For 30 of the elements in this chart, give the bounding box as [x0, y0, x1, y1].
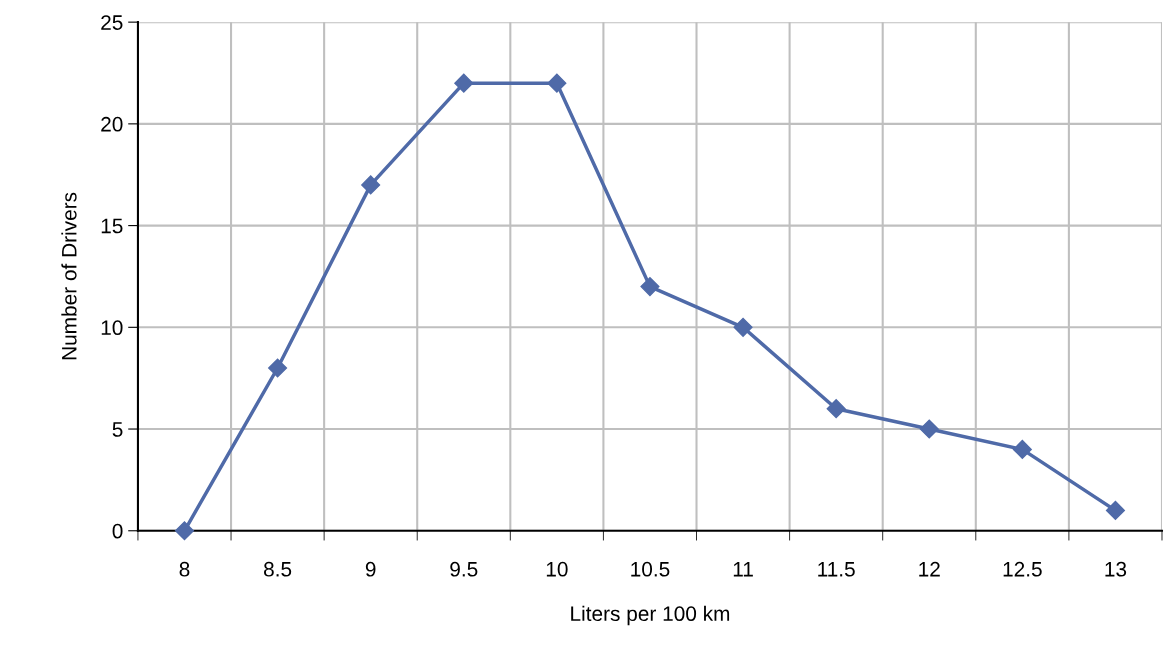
- x-tick-label: 8.5: [264, 561, 292, 577]
- point: [733, 317, 753, 337]
- x-tick-label: 9.5: [450, 561, 478, 577]
- x-tick-label: 12.5: [1003, 561, 1042, 577]
- x-tick-label: 9: [365, 561, 376, 577]
- y-tick-label: 10: [101, 320, 123, 336]
- point: [547, 73, 567, 93]
- y-axis-title: Number of Drivers: [61, 192, 77, 360]
- point: [919, 419, 939, 439]
- x-tick-label: 10.5: [631, 561, 670, 577]
- point: [268, 358, 288, 378]
- point: [454, 73, 474, 93]
- point: [826, 399, 846, 419]
- x-tick-label: 12: [919, 561, 940, 577]
- y-tick-label: 20: [101, 116, 123, 132]
- y-tick-label: 0: [112, 523, 123, 539]
- x-tick-label: 11: [733, 562, 753, 577]
- point: [174, 521, 195, 541]
- x-tick-label: 11.5: [818, 562, 855, 577]
- x-tick-label: 8: [179, 561, 190, 577]
- point: [361, 175, 381, 195]
- point: [640, 277, 660, 297]
- y-tick-label: 5: [112, 422, 123, 437]
- y-tick-label: 15: [101, 218, 123, 234]
- x-tick-label: 10: [546, 561, 568, 577]
- point: [1012, 439, 1032, 459]
- x-axis-title: Liters per 100 km: [571, 605, 730, 626]
- point: [1105, 500, 1125, 520]
- y-tick-label: 25: [101, 15, 123, 30]
- x-tick-label: 13: [1105, 561, 1127, 577]
